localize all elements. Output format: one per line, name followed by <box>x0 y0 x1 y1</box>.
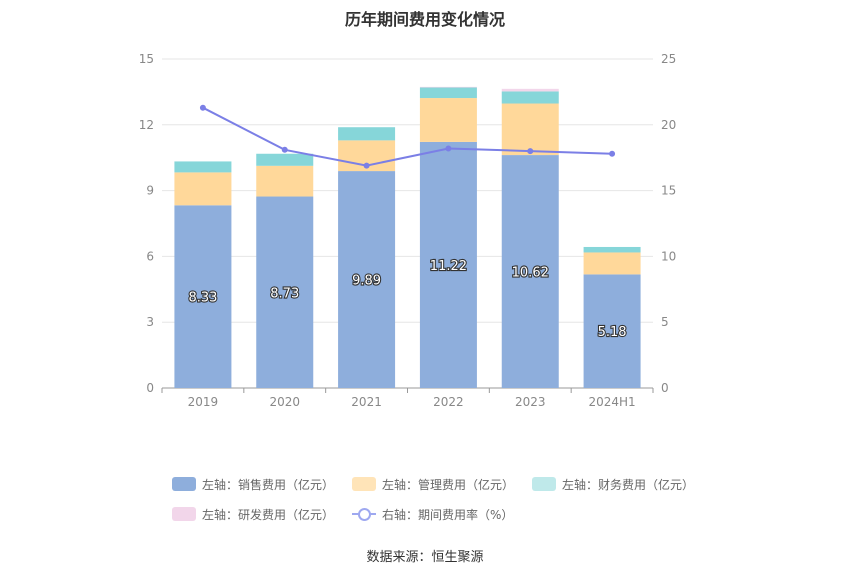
expense-rate-point <box>527 148 534 155</box>
bar-segment-0 <box>256 196 314 388</box>
chart-plot: 0 3 6 9 12 15 0 5 10 15 20 25 2019 2020 2021 2022 2023 20… <box>139 52 677 409</box>
bar-segment-0 <box>501 155 559 388</box>
right-axis-tick-label: 25 <box>661 52 676 66</box>
expense-rate-point <box>445 145 452 152</box>
expense-rate-point <box>281 146 288 153</box>
right-axis-tick-label: 0 <box>661 381 669 395</box>
x-axis-tick-label: 2021 <box>351 395 382 409</box>
expense-rate-line <box>202 106 613 167</box>
left-axis-tick-label: 6 <box>146 249 154 263</box>
legend-label-admin: 左轴：管理费用（亿元） <box>382 477 515 492</box>
left-axis-tick-label: 0 <box>146 381 154 395</box>
bar-segment-2 <box>338 127 396 141</box>
bar-segment-1 <box>583 252 641 275</box>
bar-segment-1 <box>419 98 477 142</box>
legend-item-sales[interactable]: 左轴：销售费用（亿元） <box>172 476 334 493</box>
expense-rate-point <box>199 104 206 111</box>
legend-swatch-sales <box>172 477 196 491</box>
left-axis-tick-label: 3 <box>146 315 154 329</box>
chart-legend: 左轴：销售费用（亿元） 左轴：管理费用（亿元） 左轴：财务费用（亿元） 左轴：研… <box>172 472 694 532</box>
bar-data-label: 5.18 <box>598 325 627 340</box>
legend-swatch-rd <box>172 507 196 521</box>
right-axis-tick-label: 15 <box>661 184 676 198</box>
bar-segment-0 <box>338 171 396 388</box>
legend-item-expense-rate[interactable]: 右轴：期间费用率（%） <box>352 506 513 523</box>
legend-item-rd[interactable]: 左轴：研发费用（亿元） <box>172 506 334 523</box>
bar-segment-2 <box>174 161 232 173</box>
bar-segment-2 <box>501 91 559 104</box>
right-axis-tick-label: 10 <box>661 249 676 263</box>
source-note: 数据来源：恒生聚源 <box>366 550 484 565</box>
legend-label-expense-rate: 右轴：期间费用率（%） <box>382 507 514 522</box>
right-axis-tick-label: 20 <box>661 118 676 132</box>
legend-item-admin[interactable]: 左轴：管理费用（亿元） <box>352 476 514 493</box>
bar-segment-0 <box>174 205 232 388</box>
right-axis-tick-label: 5 <box>661 315 669 329</box>
legend-label-sales: 左轴：销售费用（亿元） <box>202 477 335 492</box>
x-axis-tick-label: 2023 <box>515 395 546 409</box>
left-axis-tick-label: 12 <box>139 118 154 132</box>
legend-label-rd: 左轴：研发费用（亿元） <box>202 507 335 522</box>
legend-swatch-admin <box>352 477 377 491</box>
bar-data-label: 10.62 <box>512 266 549 281</box>
legend-swatch-expense-rate <box>352 507 377 521</box>
x-axis-tick-label: 2020 <box>269 395 300 409</box>
bar-segment-0 <box>419 141 477 388</box>
expense-rate-point <box>609 150 616 157</box>
bar-segment-2 <box>583 246 641 253</box>
bar-segment-0 <box>583 274 641 388</box>
bar-data-label: 11.22 <box>430 259 467 274</box>
expense-rate-point <box>363 162 370 169</box>
legend-label-finance: 左轴：财务费用（亿元） <box>562 477 695 492</box>
legend-item-finance[interactable]: 左轴：财务费用（亿元） <box>532 476 694 493</box>
left-axis-tick-label: 15 <box>139 52 154 66</box>
x-axis-tick-label: 2022 <box>433 395 464 409</box>
bar-segment-2 <box>256 153 314 166</box>
bar-segment-2 <box>419 87 477 99</box>
chart-title: 历年期间费用变化情况 <box>344 10 505 29</box>
bar-segment-1 <box>501 103 559 156</box>
bar-data-label: 8.73 <box>270 286 299 301</box>
bar-segment-3 <box>501 88 559 92</box>
left-axis-tick-label: 9 <box>146 184 154 198</box>
bar-segment-3 <box>419 86 477 88</box>
legend-swatch-finance <box>532 477 557 491</box>
bar-segment-1 <box>256 165 314 197</box>
bar-data-label: 8.33 <box>188 291 217 306</box>
x-axis-tick-label: 2024H1 <box>588 395 635 409</box>
bar-segment-1 <box>174 172 232 206</box>
x-axis-tick-label: 2019 <box>188 395 219 409</box>
bar-data-label: 9.89 <box>352 274 381 289</box>
